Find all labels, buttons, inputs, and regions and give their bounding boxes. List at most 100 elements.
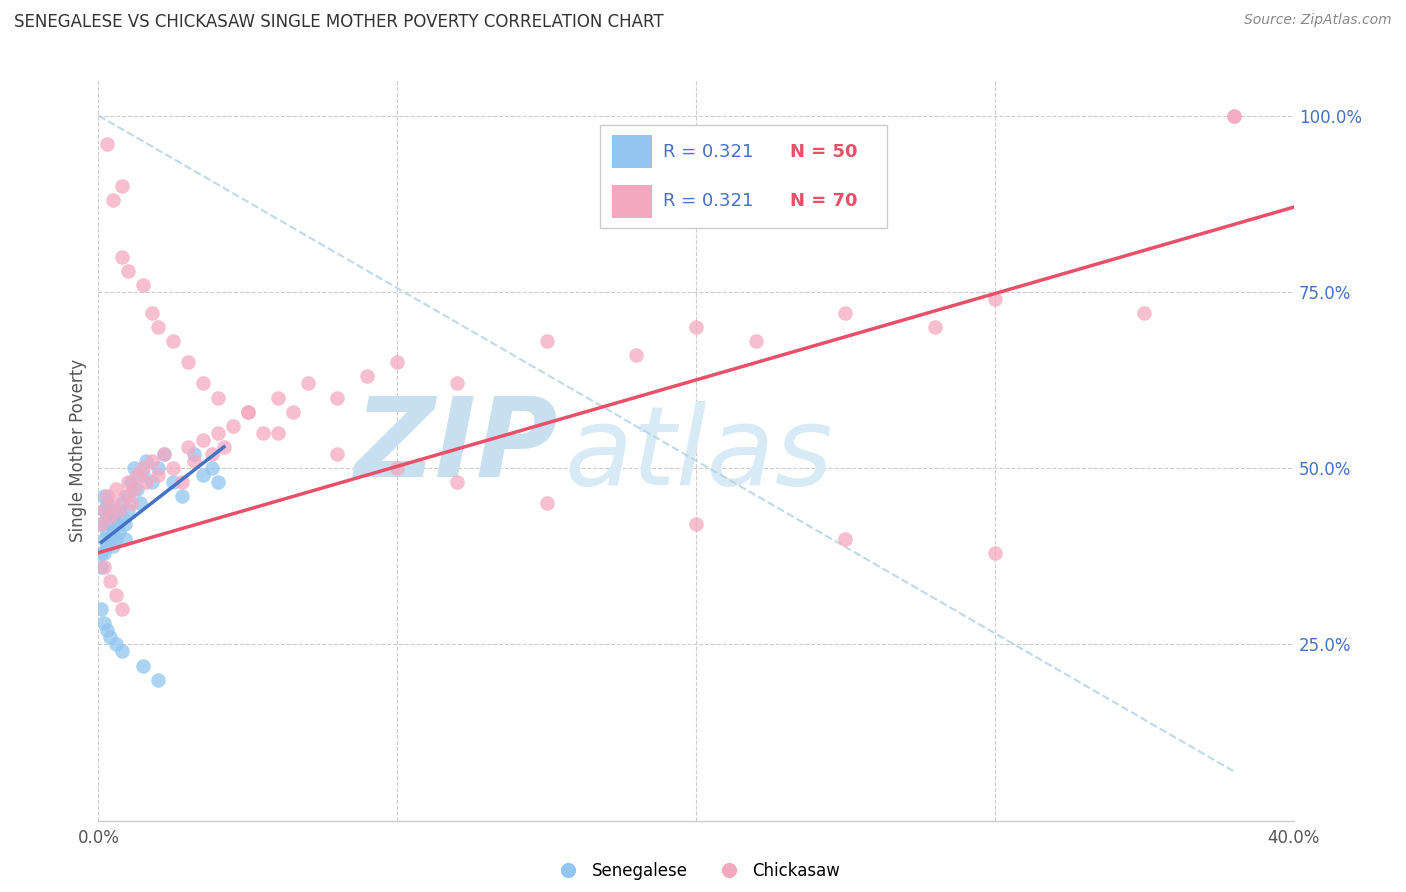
Point xyxy=(105,532,128,546)
Point xyxy=(135,475,157,490)
Point xyxy=(177,440,200,454)
Point xyxy=(201,447,224,461)
Point xyxy=(385,355,409,369)
Point xyxy=(117,263,139,277)
Text: R = 0.321: R = 0.321 xyxy=(664,143,754,161)
Point xyxy=(90,517,112,532)
Point xyxy=(132,658,155,673)
Point xyxy=(103,496,125,510)
Point xyxy=(267,391,290,405)
Point xyxy=(162,475,184,490)
Point xyxy=(207,475,229,490)
Point xyxy=(111,179,134,194)
Text: R = 0.321: R = 0.321 xyxy=(664,193,754,211)
Point xyxy=(297,376,319,391)
Point xyxy=(93,489,115,503)
Point xyxy=(111,510,134,524)
Point xyxy=(252,425,274,440)
Point xyxy=(117,503,139,517)
Point xyxy=(685,517,707,532)
Point xyxy=(111,496,134,510)
Point xyxy=(100,510,122,524)
Point xyxy=(93,559,115,574)
Point xyxy=(132,461,155,475)
Point xyxy=(236,405,259,419)
Point xyxy=(385,461,409,475)
Point xyxy=(132,277,155,292)
Point xyxy=(148,320,170,334)
Bar xyxy=(612,185,652,218)
Point xyxy=(105,482,128,496)
Point xyxy=(141,475,163,490)
Point xyxy=(984,546,1007,560)
Point xyxy=(212,440,235,454)
Point xyxy=(96,624,118,638)
Point xyxy=(446,376,468,391)
Point xyxy=(141,454,163,468)
Point xyxy=(132,468,155,483)
Text: N = 50: N = 50 xyxy=(790,143,858,161)
Point xyxy=(356,369,378,384)
Point xyxy=(745,334,768,348)
Point xyxy=(93,503,115,517)
Point xyxy=(96,539,118,553)
Point xyxy=(100,574,122,588)
Point xyxy=(148,673,170,687)
Point xyxy=(96,496,118,510)
Point xyxy=(108,503,131,517)
Point xyxy=(93,503,115,517)
Point xyxy=(114,532,136,546)
Point xyxy=(114,489,136,503)
Point xyxy=(114,517,136,532)
Point xyxy=(124,482,146,496)
Point xyxy=(183,447,205,461)
Point xyxy=(924,320,946,334)
Text: N = 70: N = 70 xyxy=(790,193,858,211)
Point xyxy=(201,461,224,475)
Point xyxy=(236,405,259,419)
Point xyxy=(153,447,176,461)
Point xyxy=(834,306,856,320)
Point xyxy=(103,524,125,539)
Point xyxy=(90,602,112,616)
Point xyxy=(108,524,131,539)
Point xyxy=(129,496,152,510)
Point xyxy=(117,489,139,503)
Point xyxy=(96,524,118,539)
Point xyxy=(685,320,707,334)
Point xyxy=(153,447,176,461)
Point xyxy=(191,468,214,483)
Point xyxy=(124,461,146,475)
Point xyxy=(267,425,290,440)
Point xyxy=(626,348,648,362)
Point xyxy=(172,489,194,503)
Point xyxy=(127,482,149,496)
Point xyxy=(135,454,157,468)
Point xyxy=(177,355,200,369)
Point xyxy=(207,425,229,440)
Point xyxy=(1133,306,1156,320)
Point xyxy=(162,461,184,475)
Point xyxy=(326,447,349,461)
Point xyxy=(111,250,134,264)
Point xyxy=(90,517,112,532)
Point xyxy=(105,637,128,651)
Point xyxy=(222,418,245,433)
Point xyxy=(127,468,149,483)
Point xyxy=(93,546,115,560)
Point xyxy=(103,193,125,207)
Point xyxy=(108,503,131,517)
Point xyxy=(536,334,558,348)
Point xyxy=(191,376,214,391)
Point xyxy=(100,503,122,517)
Point xyxy=(105,517,128,532)
Point xyxy=(834,532,856,546)
Point xyxy=(148,461,170,475)
Point xyxy=(172,475,194,490)
Point xyxy=(1223,109,1246,123)
Point xyxy=(984,292,1007,306)
Point xyxy=(96,489,118,503)
Point xyxy=(111,602,134,616)
Point xyxy=(105,588,128,602)
Point xyxy=(100,532,122,546)
